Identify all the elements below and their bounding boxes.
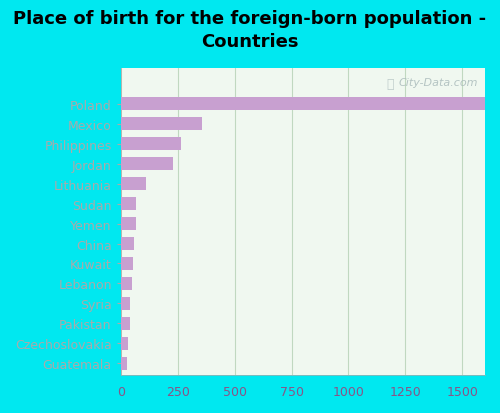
Bar [121, 178, 146, 191]
Bar [121, 237, 134, 250]
Bar [121, 337, 128, 350]
Bar [121, 277, 132, 290]
Bar [121, 218, 136, 230]
Bar [121, 297, 130, 310]
Bar [121, 257, 134, 271]
Bar [121, 98, 496, 111]
Bar [121, 158, 173, 171]
Text: City-Data.com: City-Data.com [398, 78, 477, 88]
Bar [121, 197, 136, 211]
Text: ⭘: ⭘ [386, 78, 394, 91]
Bar [121, 118, 202, 131]
Bar [121, 317, 130, 330]
Text: Place of birth for the foreign-born population -
Countries: Place of birth for the foreign-born popu… [14, 10, 486, 50]
Bar [121, 357, 127, 370]
Bar [121, 138, 181, 151]
